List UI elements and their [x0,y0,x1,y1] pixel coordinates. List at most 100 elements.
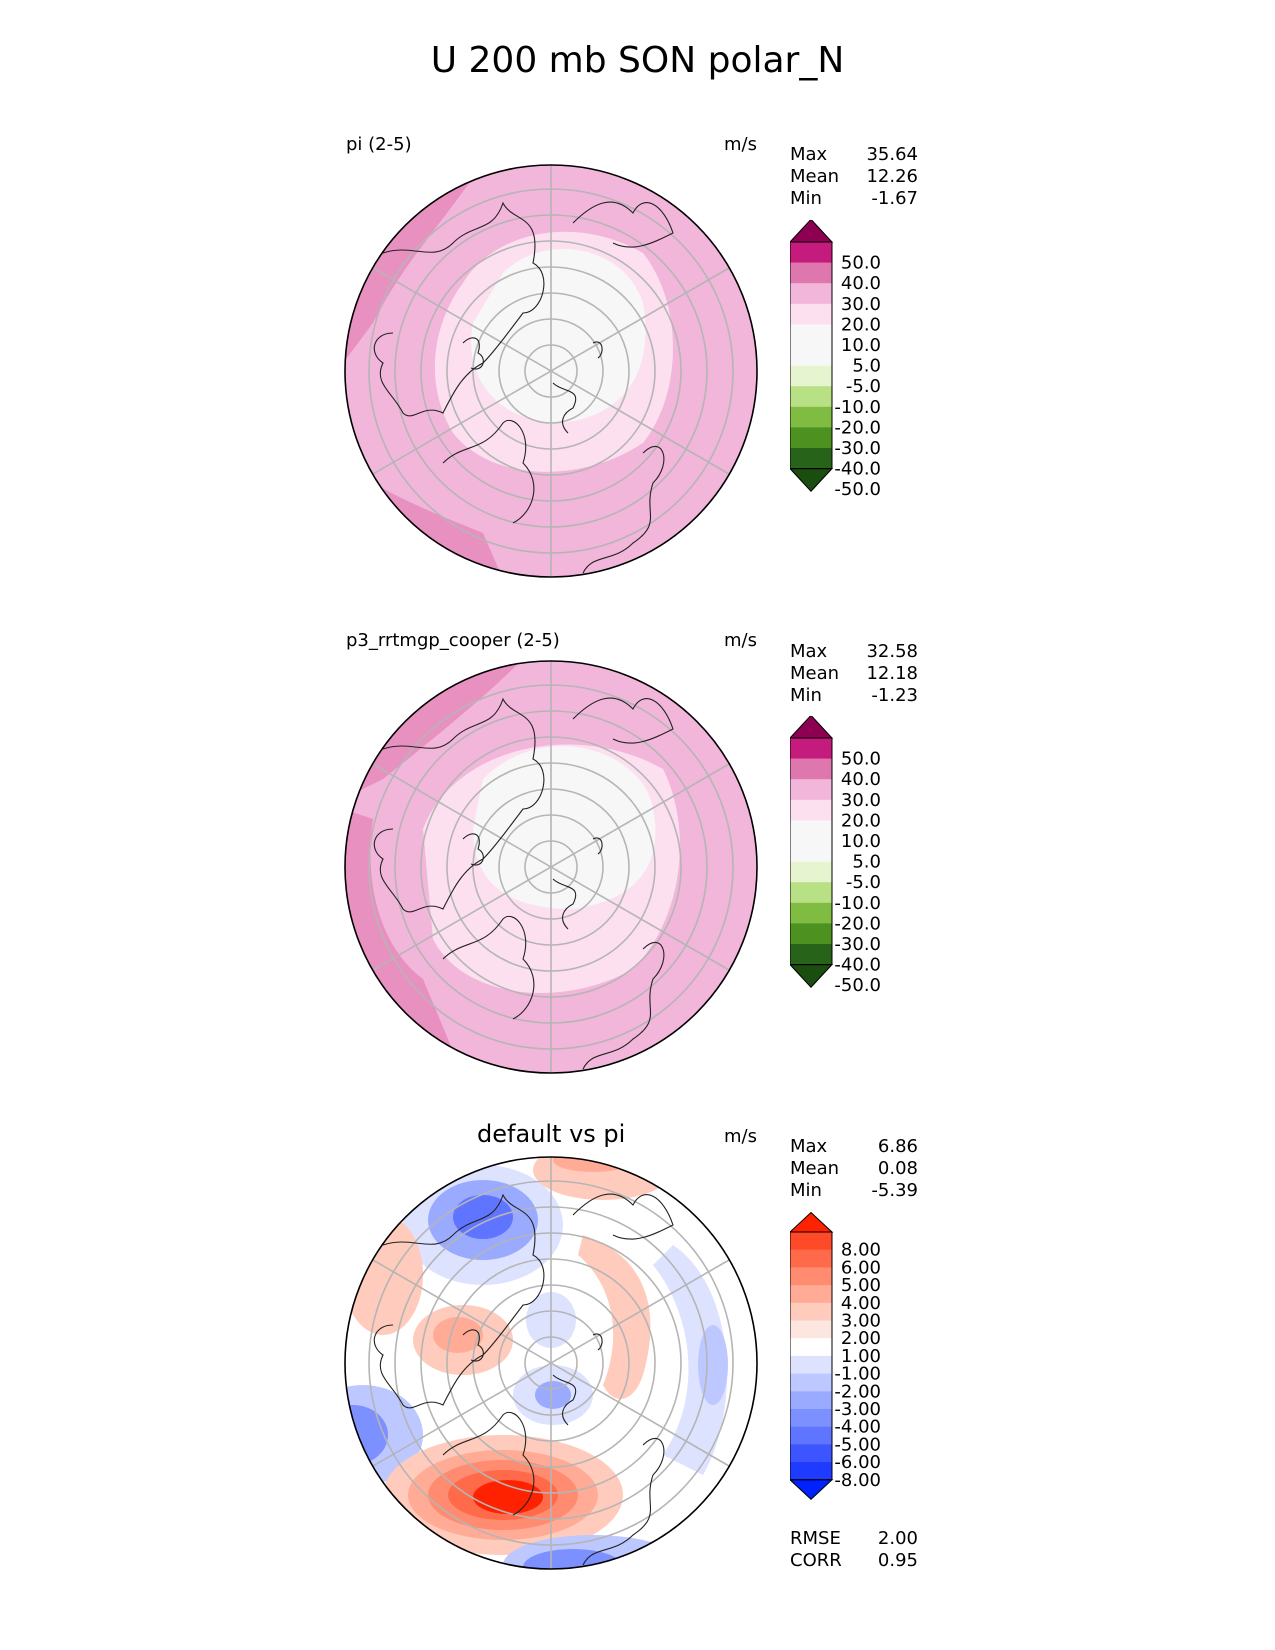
colorbar-tick-label: 40.0 [841,769,881,790]
colorbar-block [790,324,832,346]
panel-2-units: m/s [724,630,757,651]
panel-1-label: pi (2-5) [346,134,412,155]
colorbar-block [790,902,832,924]
colorbar-tick-label: -3.00 [834,1399,881,1420]
colorbar-block [790,1409,832,1428]
panel-2-stats: Max 32.58 Mean 12.18 Min -1.23 [790,641,918,707]
figure-title: U 200 mb SON polar_N [430,40,845,81]
panel-3-units: m/s [724,1126,757,1147]
colorbar-block [790,944,832,966]
panel-3-metrics: RMSE 2.00 CORR 0.95 [790,1528,918,1572]
colorbar-tick-label: 3.00 [841,1311,881,1332]
stat-min: Min -5.39 [790,1180,918,1201]
colorbar-block [790,1391,832,1410]
colorbar-extend-top [790,1212,834,1233]
panel-2-colorbar: 50.040.030.020.010.05.0-5.0-10.0-20.0-30… [790,716,881,996]
colorbar-block [790,758,832,780]
stat-max: Max 6.86 [790,1136,918,1157]
panel-3-colorbar: 8.006.005.004.003.002.001.00-1.00-2.00-3… [790,1212,881,1500]
colorbar-block [790,262,832,284]
colorbar-tick-label: 2.00 [841,1328,881,1349]
colorbar-block [790,882,832,904]
stat-max: Max 35.64 [790,144,918,165]
colorbar-block [790,1232,832,1251]
colorbar-tick-label: -10.0 [834,397,881,418]
colorbar-tick-label: 30.0 [841,294,881,315]
colorbar-block [790,1426,832,1445]
map-boundary [344,660,758,1074]
colorbar-outline [790,737,833,966]
colorbar-block [790,1285,832,1304]
colorbar-block [790,799,832,821]
colorbar-extend-bottom [790,468,834,492]
colorbar-tick-label: -1.00 [834,1364,881,1385]
coastlines [373,1193,674,1566]
graticule [368,1157,734,1569]
colorbar-block [790,242,832,264]
metric-corr: CORR 0.95 [790,1550,918,1571]
colorbar-tick-label: -10.0 [834,893,881,914]
panel-1-colorbar: 50.040.030.020.010.05.0-5.0-10.0-20.0-30… [790,220,881,500]
colorbar-block [790,406,832,428]
colorbar-block [790,1462,832,1481]
colorbar-block [790,448,832,470]
colorbar-tick-label: 5.00 [841,1275,881,1296]
colorbar-tick-label: -5.00 [834,1434,881,1455]
colorbar-tick-label: 40.0 [841,273,881,294]
colorbar-block [790,1320,832,1339]
colorbar-extend-bottom [790,964,834,988]
colorbar-tick-label: 50.0 [841,749,881,770]
colorbar-tick-label: -5.0 [846,376,881,397]
panel-3-title: default vs pi [477,1120,626,1148]
metric-rmse: RMSE 2.00 [790,1528,918,1549]
coastlines [373,697,674,1070]
colorbar-tick-label: -4.00 [834,1417,881,1438]
stat-min: Min -1.23 [790,685,918,706]
colorbar-block [790,283,832,305]
colorbar-block [790,303,832,325]
colorbar-block [790,386,832,408]
colorbar-block [790,1355,832,1375]
colorbar-tick-label: -30.0 [834,438,881,459]
colorbar-tick-label: 10.0 [841,335,881,356]
panel-3-polar-map [344,1156,758,1570]
stat-mean: Mean 0.08 [790,1158,918,1179]
colorbar-tick-label: 10.0 [841,831,881,852]
colorbar-block [790,861,832,883]
colorbar-block [790,1444,832,1463]
colorbar-tick-label: -8.00 [834,1470,881,1491]
panel-2-polar-map [344,660,758,1074]
colorbar-tick-label: -50.0 [834,479,881,500]
graticule [368,165,734,577]
colorbar-block [790,820,832,842]
map-boundary [344,164,758,578]
colorbar-block [790,427,832,449]
stat-mean: Mean 12.26 [790,166,918,187]
colorbar-extend-bottom [790,1479,834,1500]
colorbar-tick-label: 5.0 [852,852,881,873]
colorbar-tick-label: -40.0 [834,459,881,480]
colorbar-tick-label: 30.0 [841,790,881,811]
colorbar-tick-label: 5.0 [852,356,881,377]
colorbar-tick-label: 20.0 [841,810,881,831]
coastlines [373,201,674,574]
colorbar-block [790,1373,832,1392]
colorbar-tick-label: -20.0 [834,417,881,438]
colorbar-tick-label: -5.0 [846,872,881,893]
panel-1-stats: Max 35.64 Mean 12.26 Min -1.67 [790,144,918,210]
stat-min: Min -1.67 [790,188,918,209]
colorbar-tick-label: 1.00 [841,1346,881,1367]
map-boundary [344,1156,758,1570]
graticule [368,661,734,1073]
colorbar-tick-label: 6.00 [841,1257,881,1278]
colorbar-block [790,1302,832,1321]
colorbar-extend-top [790,716,834,739]
colorbar-tick-label: 8.00 [841,1240,881,1261]
colorbar-tick-label: 50.0 [841,253,881,274]
colorbar-block [790,1249,832,1268]
colorbar-block [790,345,832,367]
colorbar-tick-label: -50.0 [834,975,881,996]
colorbar-block [790,738,832,760]
colorbar-block [790,365,832,387]
panel-2-label: p3_rrtmgp_cooper (2-5) [346,630,560,651]
